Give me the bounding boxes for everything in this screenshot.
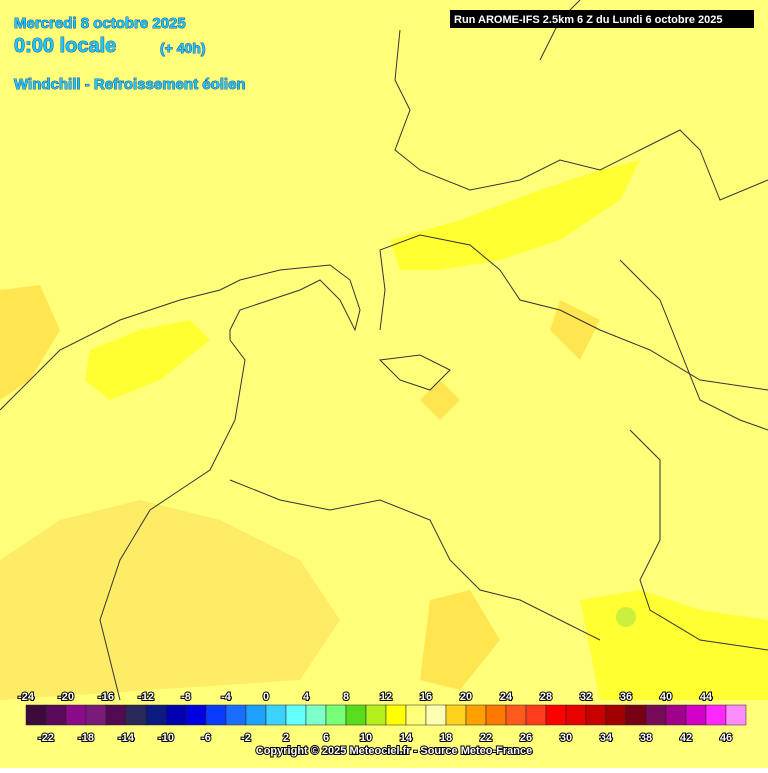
lead-label: (+ 40h) (160, 40, 206, 56)
legend-swatch (25, 704, 47, 726)
legend-swatch (565, 704, 587, 726)
legend-swatch (405, 704, 427, 726)
legend-label: 10 (360, 732, 372, 744)
legend-swatch (665, 704, 687, 726)
run-banner (450, 10, 754, 28)
legend-swatch (365, 704, 387, 726)
legend-swatch (45, 704, 67, 726)
legend-label: 8 (343, 691, 349, 703)
legend-label: -18 (78, 732, 94, 744)
legend-label: 16 (420, 691, 432, 703)
legend-label: -12 (138, 691, 154, 703)
legend-label: 34 (600, 732, 613, 744)
legend-swatch (585, 704, 607, 726)
legend-label: 26 (520, 732, 532, 744)
legend-swatch (65, 704, 87, 726)
legend-label: 2 (283, 732, 289, 744)
copyright: Copyright © 2025 Meteociel.fr - Source M… (256, 745, 532, 757)
coastlines (0, 0, 768, 701)
legend-label: 38 (640, 732, 652, 744)
legend-label: 22 (480, 732, 492, 744)
legend-swatch (105, 704, 127, 726)
legend-swatch (385, 704, 407, 726)
legend-label: -20 (58, 691, 74, 703)
legend-swatch (85, 704, 107, 726)
legend-label: 42 (680, 732, 692, 744)
legend-label: 46 (720, 732, 732, 744)
legend-label: -4 (221, 691, 232, 703)
legend-swatch (425, 704, 447, 726)
legend-swatch (545, 704, 567, 726)
legend-label: 6 (323, 732, 329, 744)
legend-label: 40 (660, 691, 672, 703)
cold-spot (616, 607, 636, 627)
legend-swatch (285, 704, 307, 726)
legend-swatch (625, 704, 647, 726)
legend-swatch (245, 704, 267, 726)
legend-swatch (305, 704, 327, 726)
legend-label: 18 (440, 732, 452, 744)
legend-swatch (505, 704, 527, 726)
legend-swatch (325, 704, 347, 726)
legend-label: -14 (118, 732, 135, 744)
legend-label: -2 (241, 732, 251, 744)
legend-label: 30 (560, 732, 572, 744)
legend-label: -24 (18, 691, 35, 703)
legend-label: 0 (263, 691, 269, 703)
legend-swatch (185, 704, 207, 726)
legend-swatch (205, 704, 227, 726)
legend-swatch (345, 704, 367, 726)
legend-swatch (605, 704, 627, 726)
parameter-label: Windchill - Refroissement éolien (14, 76, 246, 93)
legend-label: 20 (460, 691, 472, 703)
legend-label: 44 (700, 691, 713, 703)
legend-swatch (465, 704, 487, 726)
legend-label: 36 (620, 691, 632, 703)
legend-label: 28 (540, 691, 552, 703)
legend-swatch (705, 704, 727, 726)
legend-label: 4 (303, 691, 310, 703)
legend-label: 32 (580, 691, 592, 703)
legend-label: -10 (158, 732, 174, 744)
legend-swatch (525, 704, 547, 726)
legend-label: 14 (400, 732, 413, 744)
legend-swatch (165, 704, 187, 726)
legend-label: -6 (201, 732, 211, 744)
legend-swatch (485, 704, 507, 726)
legend-label: 12 (380, 691, 392, 703)
cool-areas (85, 160, 768, 700)
legend-swatch (265, 704, 287, 726)
legend-swatch (445, 704, 467, 726)
legend-swatch (725, 704, 747, 726)
legend-swatch (145, 704, 167, 726)
time-label: 0:00 locale (14, 35, 116, 57)
legend-label: 24 (500, 691, 513, 703)
legend-swatch (225, 704, 247, 726)
legend-label: -22 (38, 732, 54, 744)
legend-label: -8 (181, 691, 191, 703)
legend-swatch (645, 704, 667, 726)
legend-label: -16 (98, 691, 114, 703)
legend-swatch (685, 704, 707, 726)
color-legend: -24-22-20-18-16-14-12-10-8-6-4-202468101… (17, 690, 747, 745)
date-label: Mercredi 8 octobre 2025 (14, 15, 186, 32)
legend-swatch (125, 704, 147, 726)
run-info: Run AROME-IFS 2.5km 6 Z du Lundi 6 octob… (454, 14, 723, 26)
